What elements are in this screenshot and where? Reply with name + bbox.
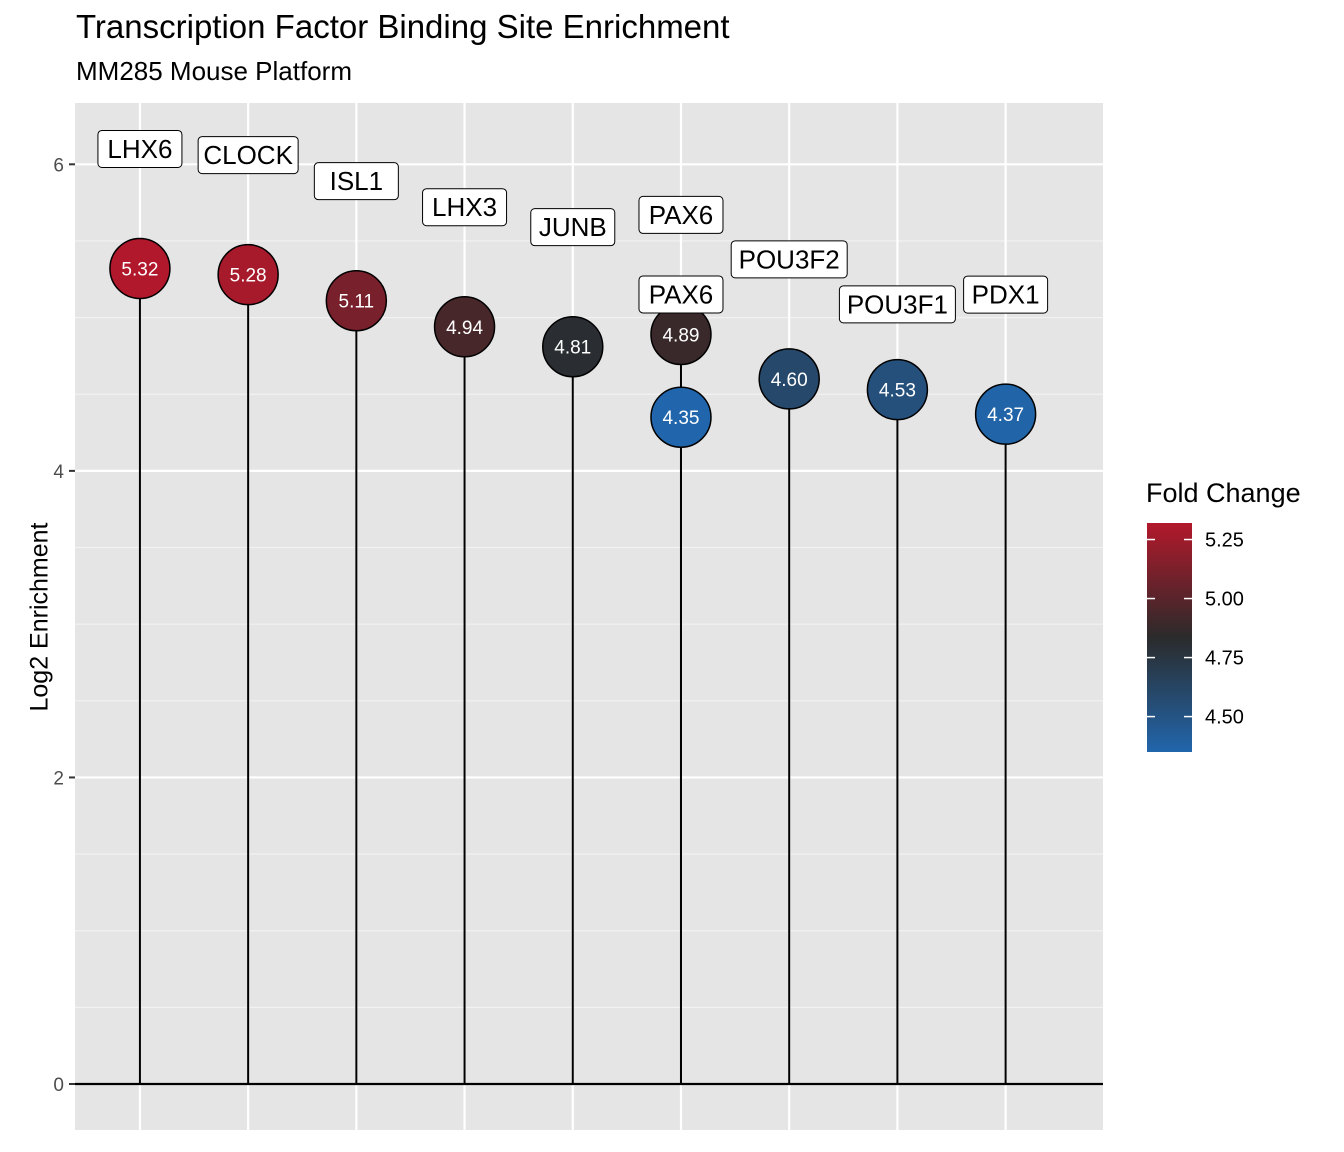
lollipop-point xyxy=(433,296,496,358)
gene-label: LHX6 xyxy=(97,129,183,168)
lollipop-point xyxy=(758,348,820,410)
gene-label: ISL1 xyxy=(313,162,399,201)
value-label: 4.81 xyxy=(554,338,591,359)
gene-label-text: CLOCK xyxy=(203,140,293,170)
y-tick-label: 0 xyxy=(53,1075,64,1096)
gene-label-text: PAX6 xyxy=(649,200,714,230)
gene-label: POU3F1 xyxy=(838,285,956,324)
lollipop-point xyxy=(974,383,1037,445)
gene-label-text: PAX6 xyxy=(649,279,714,309)
lollipop-point xyxy=(650,386,712,448)
lollipop-point xyxy=(109,237,171,300)
legend-tick-label: 4.75 xyxy=(1205,648,1244,670)
legend-tick-label: 4.50 xyxy=(1205,707,1244,729)
chart-title: Transcription Factor Binding Site Enrich… xyxy=(76,8,730,45)
gene-label-box xyxy=(197,136,299,175)
value-label: 5.28 xyxy=(230,266,267,287)
gene-label: PAX6 xyxy=(638,195,724,234)
legend-colorbar xyxy=(1147,523,1192,752)
gene-label: PAX6 xyxy=(638,275,724,314)
chart-subtitle: MM285 Mouse Platform xyxy=(76,56,352,86)
gene-label-box xyxy=(422,188,508,227)
gene-label: JUNB xyxy=(530,208,616,247)
gene-label: PDX1 xyxy=(963,275,1049,314)
gene-label-box xyxy=(313,162,399,201)
value-label: 4.37 xyxy=(987,405,1024,426)
gene-label: LHX3 xyxy=(422,188,508,227)
value-label: 4.94 xyxy=(446,318,483,339)
gene-label-text: JUNB xyxy=(539,212,607,242)
lollipop-point xyxy=(542,315,604,378)
gene-label-text: PDX1 xyxy=(972,280,1040,310)
gene-label-box xyxy=(638,275,724,314)
value-label: 5.11 xyxy=(339,292,375,313)
value-label: 4.35 xyxy=(662,408,699,429)
legend-tick-label: 5.25 xyxy=(1205,530,1244,552)
lollipop-point xyxy=(217,243,279,306)
legend-title: Fold Change xyxy=(1146,478,1301,508)
gene-label-box xyxy=(963,275,1049,314)
y-tick-label: 4 xyxy=(53,462,64,483)
value-label: 4.89 xyxy=(662,325,699,346)
legend-tick-label: 5.00 xyxy=(1205,589,1244,611)
lollipop-point xyxy=(866,358,929,421)
gene-label-text: ISL1 xyxy=(330,166,384,196)
value-label: 4.53 xyxy=(879,381,916,402)
gene-label-text: LHX3 xyxy=(432,192,497,222)
gene-label-box xyxy=(530,208,616,247)
gene-label-box xyxy=(730,240,848,279)
y-tick-label: 2 xyxy=(53,768,64,789)
gene-label-text: POU3F2 xyxy=(739,244,840,274)
value-label: 4.60 xyxy=(771,370,808,391)
gene-label: CLOCK xyxy=(197,136,299,175)
lollipop-point xyxy=(325,269,388,332)
gene-label-text: POU3F1 xyxy=(847,289,948,319)
gene-label-box xyxy=(97,129,183,168)
gene-label: POU3F2 xyxy=(730,240,848,279)
y-tick-label: 6 xyxy=(53,155,64,176)
gene-label-box xyxy=(638,195,724,234)
gene-label-box xyxy=(838,285,956,324)
value-label: 5.32 xyxy=(121,260,158,281)
gene-label-text: LHX6 xyxy=(107,134,172,164)
